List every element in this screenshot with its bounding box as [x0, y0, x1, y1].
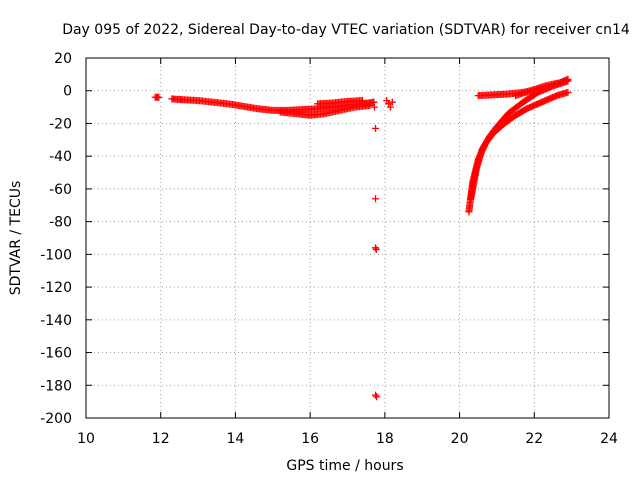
y-tick-label: -100	[40, 247, 72, 263]
data-point	[370, 98, 378, 106]
y-tick-label: -160	[40, 346, 72, 362]
data-point	[366, 101, 374, 109]
data-point	[372, 195, 380, 203]
data-point	[564, 88, 572, 96]
y-tick-label: -60	[49, 182, 72, 198]
chart-title: Day 095 of 2022, Sidereal Day-to-day VTE…	[62, 22, 630, 38]
x-tick-label: 12	[152, 431, 170, 447]
plot-frame	[85, 57, 610, 419]
data-point	[358, 97, 366, 105]
y-tick-label: -20	[49, 116, 72, 132]
x-tick-labels: 10 12 14 16 18 20 22 24	[77, 431, 618, 447]
y-tick-label: -40	[49, 149, 72, 165]
data-point	[372, 244, 380, 252]
y-tick-label: -180	[40, 378, 72, 394]
y-tick-label: 20	[54, 51, 72, 67]
x-tick-label: 22	[525, 431, 543, 447]
y-tick-label: -140	[40, 313, 72, 329]
data-point	[372, 124, 380, 132]
data-point	[388, 98, 396, 106]
x-tick-label: 20	[451, 431, 469, 447]
y-tick-label: -120	[40, 280, 72, 296]
y-tick-label: -200	[40, 411, 72, 427]
data-point	[373, 393, 381, 401]
data-point	[564, 75, 572, 83]
x-tick-label: 16	[301, 431, 319, 447]
x-tick-label: 24	[600, 431, 618, 447]
data-point	[372, 245, 380, 253]
data-points	[151, 75, 572, 401]
x-tick-label: 10	[77, 431, 95, 447]
data-point	[386, 103, 394, 111]
y-tick-label: 0	[63, 84, 72, 100]
x-tick-label: 14	[227, 431, 245, 447]
data-point	[372, 391, 380, 399]
x-axis-label: GPS time / hours	[286, 458, 403, 474]
axis-ticks	[85, 57, 610, 419]
y-axis-label: SDTVAR / TECUs	[8, 181, 24, 296]
x-tick-label: 18	[376, 431, 394, 447]
data-point	[370, 103, 378, 111]
y-tick-label: -80	[49, 215, 72, 231]
data-point	[155, 93, 163, 101]
